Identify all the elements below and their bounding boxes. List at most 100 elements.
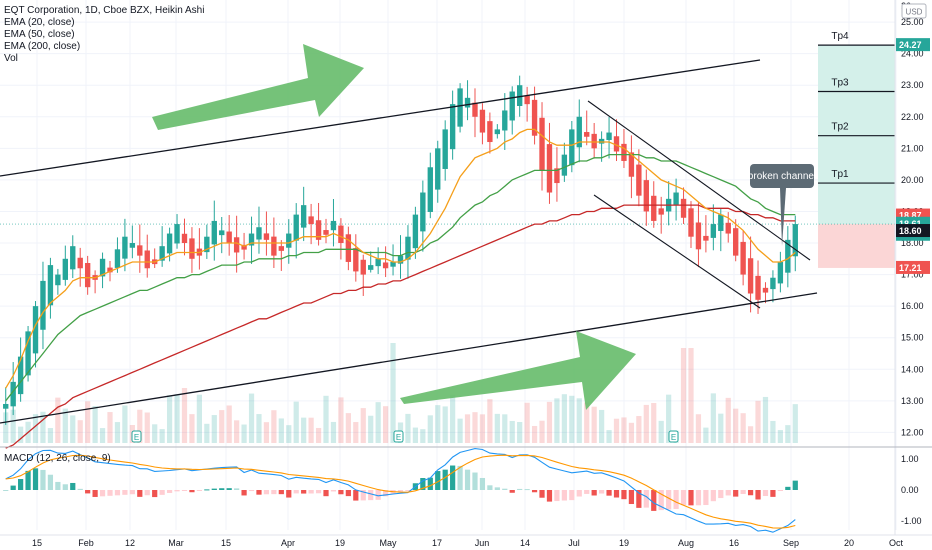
- macd-hist-bar: [725, 490, 731, 496]
- macd-hist-bar: [219, 488, 225, 490]
- macd-hist-bar: [621, 490, 627, 500]
- candle-body: [472, 102, 478, 117]
- volume-bar: [502, 414, 508, 443]
- macd-legend: MACD (12, 26, close, 9): [4, 453, 111, 464]
- candle-body: [494, 129, 501, 135]
- candle-body: [293, 214, 299, 241]
- macd-hist-bar: [144, 490, 150, 496]
- volume-bar: [658, 420, 664, 443]
- price-tick: 20.00: [901, 175, 924, 185]
- candle-body: [330, 220, 337, 231]
- price-tag-value: 24.27: [899, 40, 922, 50]
- macd-hist-bar: [375, 490, 381, 500]
- volume-bar: [546, 401, 553, 443]
- price-tick: 22.00: [901, 112, 924, 122]
- macd-hist-bar: [524, 489, 530, 491]
- candle-body: [211, 220, 217, 245]
- volume-bar: [166, 395, 173, 443]
- macd-hist-bar: [643, 490, 649, 508]
- candle-body: [137, 245, 143, 256]
- candle-body: [747, 258, 754, 294]
- candle-body: [554, 168, 560, 184]
- volume-bar: [390, 343, 396, 443]
- macd-hist-bar: [531, 490, 538, 493]
- candle-body: [241, 244, 247, 250]
- volume-bar: [405, 413, 411, 443]
- macd-hist-bar: [517, 488, 523, 490]
- candle-body: [740, 241, 746, 275]
- macd-hist-bar: [487, 485, 493, 490]
- volume-bar: [10, 409, 16, 443]
- macd-hist-bar: [353, 490, 359, 501]
- candle-body: [561, 154, 568, 176]
- ema50-line: [5, 153, 796, 402]
- candle-body: [487, 121, 493, 143]
- down-channel-lower: [593, 194, 761, 309]
- volume-bar: [293, 401, 299, 443]
- macd-tick: 0.00: [901, 485, 919, 495]
- macd-hist-bar: [651, 490, 657, 511]
- macd-hist-bar: [92, 490, 98, 497]
- volume-bar: [412, 427, 419, 443]
- macd-tick: 1.00: [901, 454, 919, 464]
- time-tick: May: [379, 538, 397, 548]
- volume-bar: [718, 413, 724, 443]
- candle-body: [755, 275, 761, 300]
- macd-hist-bar: [680, 490, 687, 506]
- macd-hist-bar: [226, 488, 232, 490]
- candle-body: [181, 233, 188, 244]
- volume-bar: [628, 422, 635, 443]
- candle-body: [427, 167, 433, 212]
- legend-ema200: EMA (200, close): [4, 41, 80, 52]
- candle-body: [651, 195, 657, 221]
- volume-bar: [494, 413, 500, 443]
- candle-body: [762, 287, 769, 293]
- candle-body: [278, 246, 285, 251]
- volume-bar: [569, 395, 575, 443]
- earnings-marker: [131, 430, 142, 443]
- macd-hist-bar: [472, 472, 478, 490]
- macd-hist-bar: [323, 490, 329, 497]
- macd-hist-bar: [338, 490, 344, 495]
- macd-hist-bar: [785, 486, 791, 490]
- candles: [3, 75, 798, 425]
- volume-bar: [286, 425, 292, 443]
- earnings-marker-label: E: [134, 433, 139, 442]
- candle-body: [397, 255, 404, 264]
- currency-badge[interactable]: USD: [901, 3, 927, 19]
- macd-hist-bar: [77, 488, 83, 490]
- candle-body: [114, 249, 121, 268]
- volume-bar: [144, 412, 150, 443]
- candle-body: [315, 220, 322, 240]
- volume-bar: [606, 430, 612, 443]
- candle-body: [680, 198, 687, 218]
- macd-hist-bar: [740, 490, 746, 494]
- volume-bar: [680, 348, 687, 443]
- macd-hist-bar: [189, 490, 195, 493]
- candle-body: [643, 180, 649, 212]
- macd-hist-bar: [18, 479, 24, 490]
- candle-body: [420, 192, 426, 232]
- time-tick: Oct: [889, 538, 904, 548]
- volume-bar: [62, 408, 68, 443]
- candle-body: [286, 233, 292, 248]
- volume-bar: [114, 422, 121, 443]
- candle-body: [569, 129, 575, 166]
- time-tick: Jul: [568, 538, 580, 548]
- candle-body: [360, 259, 366, 275]
- earnings-marker-label: E: [396, 433, 401, 442]
- macd-hist-bar: [599, 490, 605, 494]
- ema20-line: [5, 128, 796, 389]
- volume-bar: [181, 388, 188, 443]
- upper-arrow: [152, 44, 364, 130]
- candle-body: [703, 235, 709, 241]
- macd-hist-bar: [122, 490, 128, 495]
- macd-hist-bar: [673, 490, 679, 509]
- target-levels: Tp4 Tp3 Tp2 Tp1: [818, 31, 895, 184]
- time-tick: Feb: [78, 538, 94, 548]
- volume-bar: [345, 413, 351, 443]
- time-tick: Mar: [168, 538, 184, 548]
- macd-hist-bar: [234, 488, 240, 490]
- price-tick: 25.00: [901, 17, 924, 27]
